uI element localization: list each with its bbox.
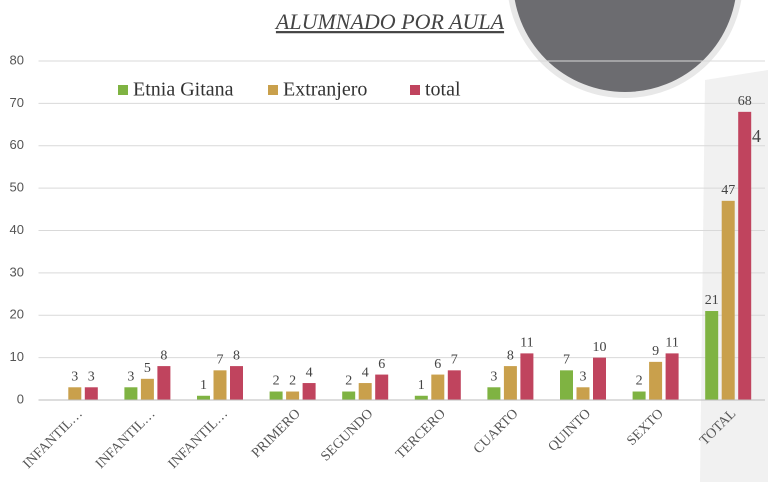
y-tick-label: 70 bbox=[10, 95, 24, 110]
x-tick-label: PRIMERO bbox=[249, 406, 304, 461]
value-label: 68 bbox=[738, 94, 752, 109]
bar bbox=[665, 353, 679, 400]
bar bbox=[230, 366, 243, 400]
legend-label: total bbox=[425, 79, 461, 101]
y-tick-label: 60 bbox=[10, 137, 24, 152]
value-label: 7 bbox=[451, 353, 458, 368]
bar bbox=[721, 200, 735, 400]
value-label: 47 bbox=[721, 183, 735, 198]
bar bbox=[738, 111, 752, 400]
value-label: 4 bbox=[362, 365, 369, 380]
bar bbox=[705, 311, 719, 400]
value-label: 3 bbox=[71, 370, 78, 385]
bar bbox=[503, 366, 517, 400]
bar bbox=[124, 387, 138, 400]
value-label: 9 bbox=[652, 344, 659, 359]
bar bbox=[269, 391, 283, 400]
x-tick-label: INFANTIL… bbox=[93, 406, 158, 471]
y-tick-label: 20 bbox=[10, 307, 24, 322]
bar bbox=[157, 366, 171, 400]
value-label: 21 bbox=[705, 293, 719, 308]
value-label: 8 bbox=[233, 348, 240, 363]
bar bbox=[431, 374, 445, 400]
bar bbox=[632, 391, 646, 400]
value-label: 6 bbox=[434, 357, 441, 372]
y-tick-label: 40 bbox=[10, 222, 24, 237]
x-tick-label: SEXTO bbox=[624, 406, 666, 448]
value-label: 1 bbox=[200, 378, 207, 393]
bar bbox=[414, 395, 428, 400]
x-tick-label: CUARTO bbox=[471, 406, 522, 457]
x-tick-label: QUINTO bbox=[546, 406, 594, 454]
value-label: 2 bbox=[273, 374, 280, 389]
y-tick-label: 10 bbox=[10, 349, 24, 364]
value-label: 1 bbox=[418, 378, 425, 393]
bar bbox=[197, 395, 210, 400]
legend-swatch bbox=[410, 85, 420, 95]
value-label: 10 bbox=[593, 340, 607, 355]
bar bbox=[447, 370, 461, 400]
bar bbox=[520, 353, 534, 400]
value-label: 4 bbox=[306, 365, 313, 380]
y-tick-label: 30 bbox=[10, 264, 24, 279]
bar bbox=[213, 370, 227, 400]
value-label: 11 bbox=[520, 336, 533, 351]
bar bbox=[140, 378, 154, 400]
value-label: 7 bbox=[217, 353, 224, 368]
value-label: 2 bbox=[636, 374, 643, 389]
x-tick-label: INFANTIL… bbox=[166, 406, 231, 471]
value-label: 8 bbox=[160, 348, 167, 363]
value-label: 8 bbox=[507, 348, 514, 363]
bar bbox=[375, 374, 389, 400]
bar bbox=[286, 391, 300, 400]
bar bbox=[560, 370, 573, 400]
legend-label: Extranjero bbox=[283, 79, 367, 101]
bar bbox=[487, 387, 501, 400]
chart-title: ALUMNADO POR AULA bbox=[274, 9, 505, 34]
value-label: 2 bbox=[289, 374, 296, 389]
bar bbox=[576, 387, 590, 400]
value-label: 3 bbox=[127, 370, 134, 385]
x-tick-label: TERCERO bbox=[393, 406, 449, 462]
bar bbox=[68, 387, 82, 400]
legend-swatch bbox=[118, 85, 128, 95]
x-tick-label: INFANTIL… bbox=[20, 406, 85, 471]
x-tick-label: SEGUNDO bbox=[318, 406, 376, 464]
bar bbox=[593, 357, 606, 400]
y-tick-label: 0 bbox=[17, 391, 24, 406]
value-label: 3 bbox=[580, 370, 587, 385]
y-tick-label: 80 bbox=[10, 52, 24, 67]
value-label: 11 bbox=[665, 336, 678, 351]
legend-label: Etnia Gitana bbox=[133, 79, 234, 101]
value-label: 5 bbox=[144, 361, 151, 376]
value-label: 3 bbox=[88, 370, 95, 385]
value-label: 3 bbox=[490, 370, 497, 385]
bar bbox=[342, 391, 356, 400]
value-label: 6 bbox=[378, 357, 385, 372]
photo bbox=[511, 0, 739, 95]
bar bbox=[649, 361, 663, 400]
value-label: 2 bbox=[345, 374, 352, 389]
bar bbox=[84, 387, 98, 400]
y-tick-label: 50 bbox=[10, 180, 24, 195]
bar bbox=[358, 383, 372, 400]
bar bbox=[302, 383, 316, 400]
legend-swatch bbox=[268, 85, 278, 95]
value-label: 7 bbox=[563, 353, 570, 368]
photo-border bbox=[508, 0, 742, 98]
